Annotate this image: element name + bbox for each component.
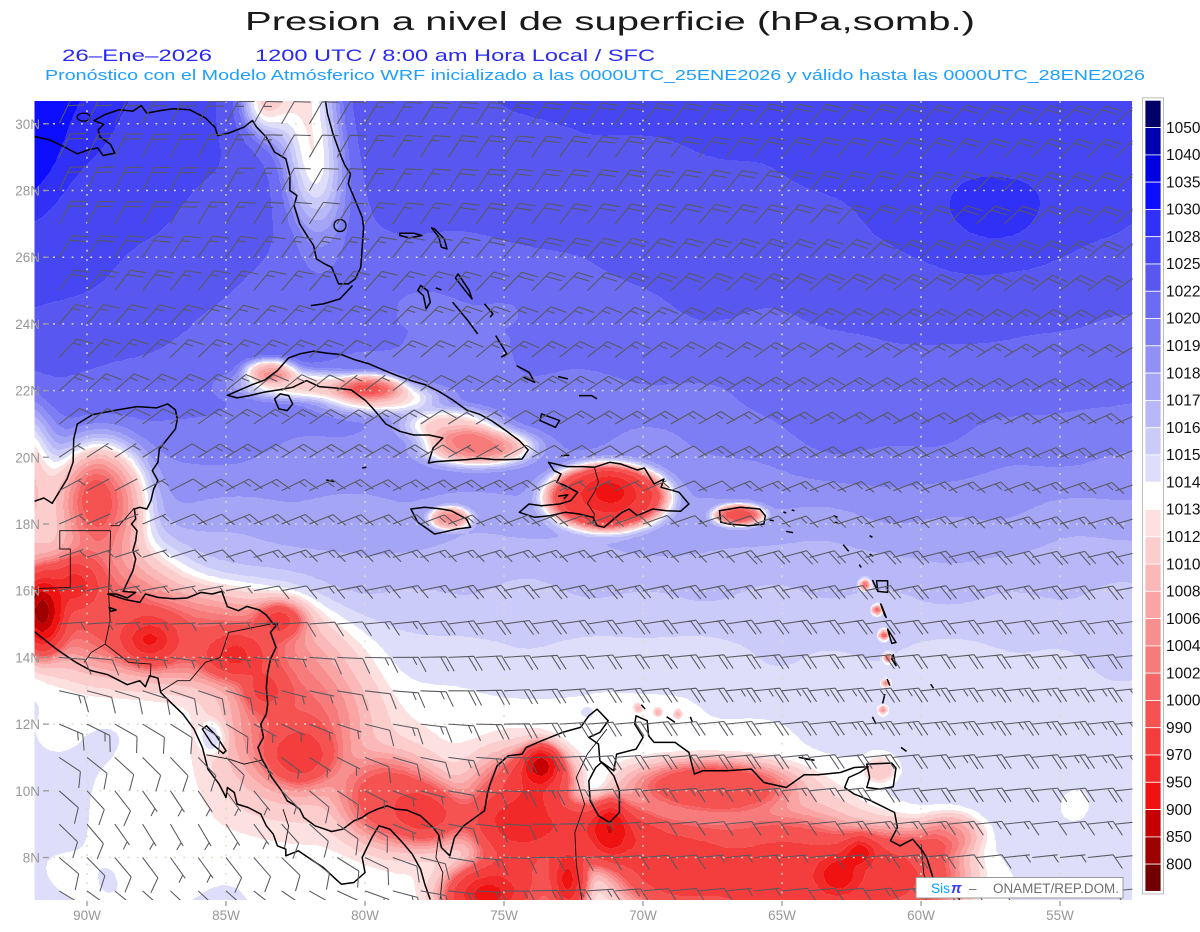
- svg-text:1018: 1018: [1166, 365, 1200, 382]
- svg-text:1019: 1019: [1166, 338, 1200, 355]
- svg-text:12N: 12N: [15, 717, 40, 732]
- svg-text:1010: 1010: [1166, 556, 1200, 573]
- svg-text:60W: 60W: [907, 908, 935, 923]
- svg-text:1004: 1004: [1166, 638, 1200, 655]
- svg-text:1002: 1002: [1166, 665, 1200, 682]
- svg-text:1012: 1012: [1166, 529, 1200, 546]
- svg-text:1050: 1050: [1166, 120, 1200, 137]
- svg-text:90W: 90W: [73, 908, 101, 923]
- svg-text:10N: 10N: [15, 784, 40, 799]
- svg-text:950: 950: [1166, 775, 1192, 792]
- svg-text:26–Ene–2026: 26–Ene–2026: [62, 47, 212, 65]
- svg-text:800: 800: [1166, 856, 1192, 873]
- svg-text:1035: 1035: [1166, 174, 1200, 191]
- svg-text:20N: 20N: [15, 450, 40, 465]
- svg-text:ONAMET/REP.DOM.: ONAMET/REP.DOM.: [993, 881, 1119, 896]
- svg-text:Presion a nivel de superficie: Presion a nivel de superficie (hPa,somb.…: [245, 6, 975, 36]
- svg-text:990: 990: [1166, 720, 1192, 737]
- svg-text:18N: 18N: [15, 517, 40, 532]
- svg-text:Sis: Sis: [931, 881, 950, 896]
- svg-text:1008: 1008: [1166, 584, 1200, 601]
- svg-text:70W: 70W: [629, 908, 657, 923]
- svg-text:1006: 1006: [1166, 611, 1200, 628]
- svg-text:970: 970: [1166, 747, 1192, 764]
- svg-text:900: 900: [1166, 802, 1192, 819]
- svg-text:1040: 1040: [1166, 147, 1200, 164]
- svg-text:1030: 1030: [1166, 202, 1200, 219]
- svg-text:26N: 26N: [15, 250, 40, 265]
- svg-text:80W: 80W: [351, 908, 379, 923]
- svg-text:16N: 16N: [15, 584, 40, 599]
- svg-text:850: 850: [1166, 829, 1192, 846]
- svg-text:1015: 1015: [1166, 447, 1200, 464]
- svg-text:1020: 1020: [1166, 311, 1200, 328]
- svg-text:1025: 1025: [1166, 256, 1200, 273]
- svg-text:55W: 55W: [1046, 908, 1074, 923]
- svg-text:π: π: [951, 880, 962, 897]
- svg-text:24N: 24N: [15, 317, 40, 332]
- svg-text:1013: 1013: [1166, 502, 1200, 519]
- svg-text:1016: 1016: [1166, 420, 1200, 437]
- svg-text:1000: 1000: [1166, 693, 1200, 710]
- svg-text:1017: 1017: [1166, 393, 1200, 410]
- svg-text:85W: 85W: [212, 908, 240, 923]
- svg-text:Pronóstico con el Modelo Atmós: Pronóstico con el Modelo Atmósferico WRF…: [45, 68, 1145, 84]
- svg-text:14N: 14N: [15, 650, 40, 665]
- svg-text:1014: 1014: [1166, 474, 1200, 491]
- svg-text:22N: 22N: [15, 384, 40, 399]
- svg-text:1200 UTC / 8:00 am Hora Local: 1200 UTC / 8:00 am Hora Local / SFC: [255, 47, 655, 65]
- svg-text:30N: 30N: [15, 117, 40, 132]
- svg-text:75W: 75W: [490, 908, 518, 923]
- svg-text:–: –: [969, 881, 977, 896]
- svg-text:1028: 1028: [1166, 229, 1200, 246]
- svg-text:8N: 8N: [23, 851, 40, 866]
- svg-text:28N: 28N: [15, 184, 40, 199]
- svg-text:1022: 1022: [1166, 284, 1200, 301]
- svg-text:65W: 65W: [768, 908, 796, 923]
